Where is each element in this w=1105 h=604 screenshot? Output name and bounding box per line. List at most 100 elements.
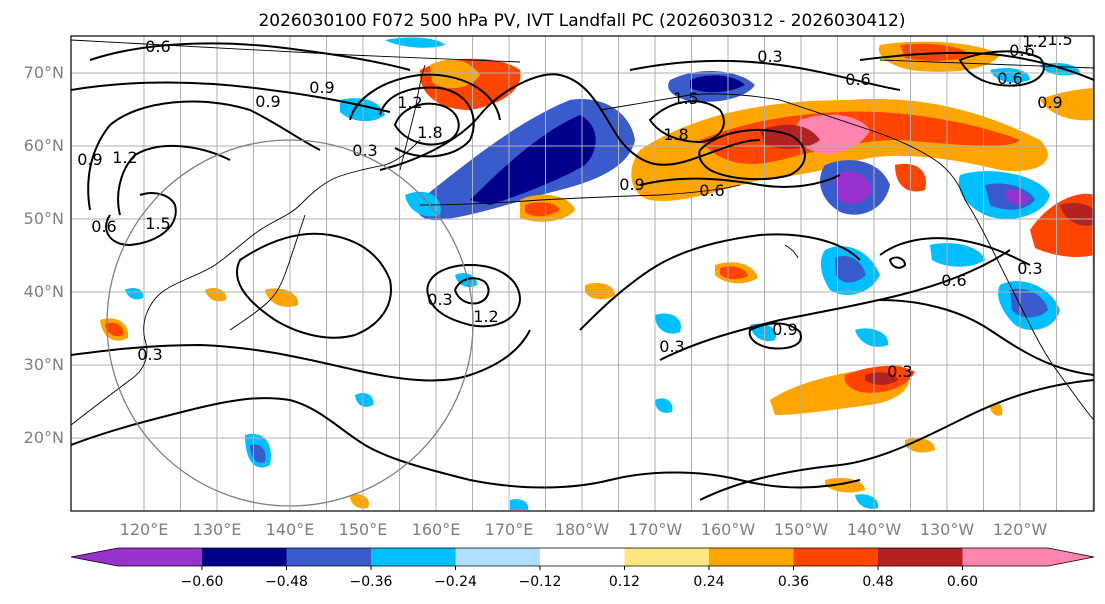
positive-anomaly-region bbox=[205, 288, 227, 302]
colorbar-tick-label: −0.60 bbox=[181, 574, 224, 590]
pv-contour bbox=[379, 73, 761, 171]
colorbar-tick-label: 0.24 bbox=[693, 574, 724, 590]
colorbar-segment bbox=[624, 548, 709, 566]
pv-contour bbox=[71, 397, 861, 489]
pv-contour bbox=[958, 50, 1045, 87]
contour-label: 0.6 bbox=[997, 69, 1022, 88]
colorbar-tick-label: −0.12 bbox=[519, 574, 562, 590]
contour-label: 0.9 bbox=[77, 150, 102, 169]
colorbar-max-extension bbox=[1048, 548, 1094, 566]
positive-anomaly-region bbox=[585, 283, 615, 300]
lon-label: 160°W bbox=[701, 520, 756, 539]
pv-contour bbox=[89, 42, 411, 71]
colorbar-segment bbox=[709, 548, 794, 566]
lon-label: 120°E bbox=[120, 520, 169, 539]
contour-label: 0.6 bbox=[699, 181, 724, 200]
contour-label: 0.3 bbox=[427, 290, 452, 309]
contour-label: 1.2 bbox=[397, 93, 422, 112]
pv-contour bbox=[105, 192, 177, 247]
lon-label: 130°E bbox=[193, 520, 242, 539]
north-america-west-coastline bbox=[964, 199, 1094, 421]
positive-anomaly-region bbox=[1040, 88, 1094, 121]
lat-label: 50°N bbox=[24, 209, 64, 228]
pv-contour bbox=[698, 129, 806, 181]
pv-contour bbox=[379, 86, 475, 158]
negative-anomaly-region bbox=[855, 328, 889, 347]
positive-anomaly-region bbox=[865, 372, 898, 385]
colorbar-min-extension bbox=[71, 548, 118, 566]
negative-anomaly-region bbox=[355, 393, 374, 407]
colorbar-tick-label: 0.60 bbox=[947, 574, 978, 590]
contour-label: 0.3 bbox=[352, 141, 377, 160]
longitude-labels: 120°E 130°E 140°E 150°E 160°E 170°E 180°… bbox=[120, 520, 1048, 539]
negative-anomaly-region bbox=[125, 287, 144, 300]
lon-label: 150°E bbox=[339, 520, 388, 539]
pv-contour bbox=[699, 379, 1094, 501]
pv-contour bbox=[579, 233, 861, 331]
lon-label: 180°W bbox=[555, 520, 610, 539]
contour-label: 0.6 bbox=[91, 217, 116, 236]
negative-anomaly-region bbox=[655, 313, 681, 334]
contour-label: 0.9 bbox=[1037, 93, 1062, 112]
lat-label: 20°N bbox=[24, 428, 64, 447]
contour-label: 1.5 bbox=[1047, 30, 1072, 49]
colorbar-outline bbox=[70, 547, 1095, 567]
pv-contour bbox=[648, 100, 725, 144]
negative-anomaly-region bbox=[1005, 189, 1029, 205]
lon-label: 170°W bbox=[628, 520, 683, 539]
lat-label: 60°N bbox=[24, 136, 64, 155]
pv-contour bbox=[71, 81, 391, 113]
colorbar-tick-label: −0.48 bbox=[265, 574, 308, 590]
colorbar-segment bbox=[540, 548, 625, 566]
map-frame bbox=[70, 35, 1095, 512]
colorbar-tick-label: −0.36 bbox=[350, 574, 393, 590]
pv-contour bbox=[87, 100, 321, 211]
hawaiian-islands bbox=[784, 244, 799, 259]
domain-circle bbox=[106, 139, 474, 507]
negative-anomaly-region bbox=[510, 499, 529, 510]
contour-label: 1.5 bbox=[673, 89, 698, 108]
positive-anomaly-region bbox=[990, 403, 1003, 416]
colorbar-tick-label: 0.36 bbox=[778, 574, 809, 590]
arctic-coastline bbox=[879, 59, 1094, 69]
negative-anomaly-region bbox=[470, 115, 596, 205]
lat-label: 40°N bbox=[24, 282, 64, 301]
pv-contour bbox=[659, 249, 1011, 361]
negative-anomaly-region bbox=[690, 75, 745, 93]
contour-label: 1.2 bbox=[473, 307, 498, 326]
aleutian-chain bbox=[419, 184, 741, 206]
lon-label: 130°W bbox=[920, 520, 975, 539]
lat-label: 70°N bbox=[24, 63, 64, 82]
latitude-labels: 70°N 60°N 50°N 40°N 30°N 20°N bbox=[24, 63, 64, 447]
positive-anomaly-region bbox=[905, 438, 935, 453]
contour-label: 0.3 bbox=[1017, 259, 1042, 278]
alaska-coastline bbox=[599, 93, 966, 201]
lon-label: 140°E bbox=[266, 520, 315, 539]
positive-anomaly-region bbox=[105, 322, 124, 337]
negative-anomaly-region bbox=[655, 398, 673, 413]
contour-label: 0.6 bbox=[145, 37, 170, 56]
negative-anomaly-region bbox=[930, 243, 985, 267]
japan-coastline bbox=[229, 214, 306, 331]
colorbar-tick-label: −0.24 bbox=[434, 574, 477, 590]
contour-label: 1.2 bbox=[112, 148, 137, 167]
negative-anomaly-region bbox=[405, 191, 441, 217]
contour-label: 1.8 bbox=[417, 123, 442, 142]
asia-coastline bbox=[71, 139, 421, 426]
lat-label: 30°N bbox=[24, 355, 64, 374]
lon-label: 170°E bbox=[485, 520, 534, 539]
contour-label: 0.3 bbox=[659, 337, 684, 356]
colorbar: −0.60 −0.48 −0.36 −0.24 −0.12 0.12 0.24 0.36 0.4… bbox=[70, 547, 1095, 590]
graticule bbox=[71, 36, 1094, 511]
contour-label: 0.9 bbox=[309, 78, 334, 97]
contour-label: 0.3 bbox=[137, 345, 162, 364]
colorbar-tick-label: 0.12 bbox=[609, 574, 640, 590]
arctic-coastline bbox=[71, 39, 521, 63]
colorbar-segment bbox=[793, 548, 878, 566]
lon-label: 160°E bbox=[412, 520, 461, 539]
colorbar-segment bbox=[118, 548, 202, 566]
contour-labels: 0.6 0.9 0.9 1.2 0.3 1.8 0.9 1.2 0.6 1.5 0.3 0.6 0.3 1… bbox=[77, 30, 1072, 381]
contour-label: 0.3 bbox=[757, 47, 782, 66]
contour-label: 0.6 bbox=[845, 70, 870, 89]
